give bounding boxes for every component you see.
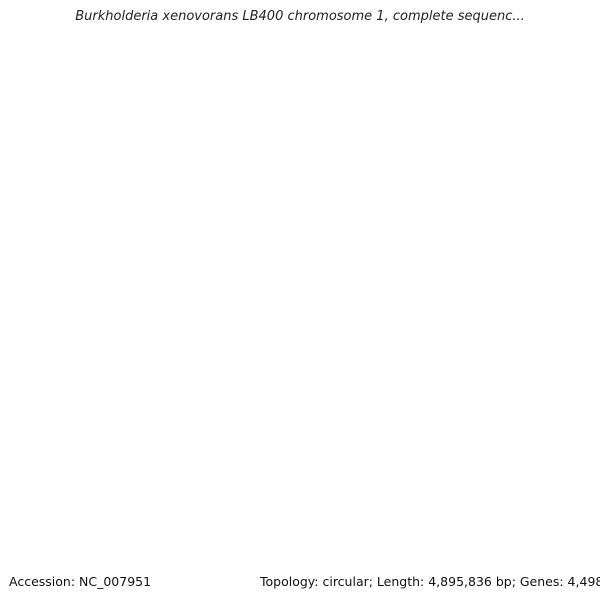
- topology-text: Topology: circular; Length: 4,895,836 bp…: [260, 574, 600, 589]
- accession-text: Accession: NC_007951: [9, 574, 152, 589]
- map-title: Burkholderia xenovorans LB400 chromosome…: [75, 9, 525, 24]
